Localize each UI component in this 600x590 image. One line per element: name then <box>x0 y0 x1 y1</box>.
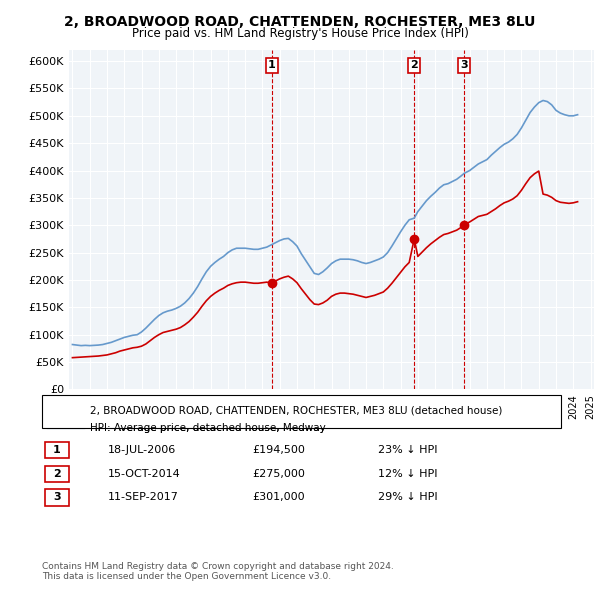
Text: 12% ↓ HPI: 12% ↓ HPI <box>378 469 437 478</box>
Text: £301,000: £301,000 <box>252 493 305 502</box>
Text: 1: 1 <box>53 445 61 455</box>
Text: 11-SEP-2017: 11-SEP-2017 <box>108 493 179 502</box>
Text: 1: 1 <box>268 60 275 70</box>
Text: 2: 2 <box>53 469 61 478</box>
Text: 2, BROADWOOD ROAD, CHATTENDEN, ROCHESTER, ME3 8LU (detached house): 2, BROADWOOD ROAD, CHATTENDEN, ROCHESTER… <box>90 405 502 415</box>
Text: 2, BROADWOOD ROAD, CHATTENDEN, ROCHESTER, ME3 8LU (detached house): 2, BROADWOOD ROAD, CHATTENDEN, ROCHESTER… <box>90 405 502 415</box>
Text: £194,500: £194,500 <box>252 445 305 455</box>
Text: 3: 3 <box>53 493 61 502</box>
Text: 3: 3 <box>460 60 468 70</box>
Text: 2, BROADWOOD ROAD, CHATTENDEN, ROCHESTER, ME3 8LU: 2, BROADWOOD ROAD, CHATTENDEN, ROCHESTER… <box>64 15 536 29</box>
Text: HPI: Average price, detached house, Medway: HPI: Average price, detached house, Medw… <box>90 423 326 432</box>
Text: 15-OCT-2014: 15-OCT-2014 <box>108 469 181 478</box>
Text: Contains HM Land Registry data © Crown copyright and database right 2024.
This d: Contains HM Land Registry data © Crown c… <box>42 562 394 581</box>
Text: HPI: Average price, detached house, Medway: HPI: Average price, detached house, Medw… <box>90 423 326 432</box>
Text: 2: 2 <box>410 60 418 70</box>
Text: Price paid vs. HM Land Registry's House Price Index (HPI): Price paid vs. HM Land Registry's House … <box>131 27 469 40</box>
Text: 18-JUL-2006: 18-JUL-2006 <box>108 445 176 455</box>
Text: 23% ↓ HPI: 23% ↓ HPI <box>378 445 437 455</box>
Text: £275,000: £275,000 <box>252 469 305 478</box>
Text: 29% ↓ HPI: 29% ↓ HPI <box>378 493 437 502</box>
